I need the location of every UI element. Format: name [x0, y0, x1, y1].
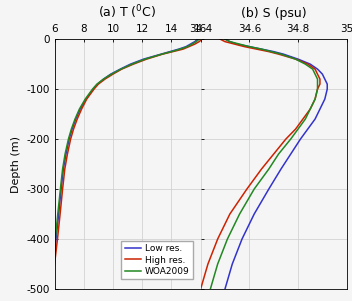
Low res.	[188, 42, 193, 46]
Low res.	[57, 212, 61, 216]
Low res.	[95, 82, 100, 86]
High res.	[197, 40, 201, 43]
High res.	[50, 287, 54, 291]
Low res.	[50, 287, 54, 291]
Title: (b) S (psu): (b) S (psu)	[241, 7, 307, 20]
WOA2009	[160, 52, 164, 56]
Low res.	[78, 107, 82, 111]
WOA2009	[194, 40, 199, 43]
Low res.	[54, 237, 58, 241]
WOA2009	[130, 62, 134, 66]
High res.	[69, 137, 73, 141]
High res.	[55, 237, 59, 241]
WOA2009	[109, 72, 114, 76]
Line: High res.: High res.	[52, 39, 202, 289]
Line: Low res.: Low res.	[52, 39, 198, 289]
Low res.	[109, 72, 113, 76]
WOA2009	[119, 67, 123, 71]
Low res.	[142, 57, 146, 61]
High res.	[84, 97, 89, 101]
Low res.	[159, 52, 163, 56]
High res.	[92, 87, 96, 91]
WOA2009	[53, 237, 57, 241]
High res.	[200, 37, 204, 41]
High res.	[80, 107, 84, 111]
WOA2009	[73, 117, 77, 121]
Y-axis label: Depth (m): Depth (m)	[11, 135, 21, 193]
Low res.	[91, 87, 95, 91]
WOA2009	[61, 167, 65, 171]
Line: WOA2009: WOA2009	[51, 39, 199, 289]
WOA2009	[69, 127, 74, 131]
Low res.	[184, 45, 188, 48]
High res.	[161, 52, 165, 56]
High res.	[171, 50, 175, 54]
WOA2009	[101, 77, 106, 81]
Low res.	[70, 127, 74, 131]
High res.	[187, 45, 191, 48]
High res.	[75, 117, 79, 121]
Low res.	[101, 77, 106, 81]
WOA2009	[190, 42, 194, 46]
Low res.	[128, 62, 133, 66]
WOA2009	[169, 50, 174, 54]
High res.	[71, 127, 76, 131]
WOA2009	[90, 87, 95, 91]
WOA2009	[66, 137, 70, 141]
High res.	[193, 42, 197, 46]
High res.	[131, 62, 136, 66]
High res.	[111, 72, 115, 76]
High res.	[96, 82, 100, 86]
WOA2009	[63, 152, 67, 156]
WOA2009	[95, 82, 99, 86]
Low res.	[168, 50, 172, 54]
High res.	[103, 77, 107, 81]
High res.	[65, 152, 70, 156]
Low res.	[84, 97, 88, 101]
High res.	[120, 67, 124, 71]
WOA2009	[186, 45, 190, 48]
Low res.	[118, 67, 122, 71]
Low res.	[59, 187, 63, 191]
WOA2009	[56, 212, 60, 216]
WOA2009	[58, 187, 63, 191]
High res.	[58, 212, 62, 216]
WOA2009	[197, 37, 201, 41]
Title: (a) T ($^0$C): (a) T ($^0$C)	[98, 3, 157, 21]
WOA2009	[83, 97, 87, 101]
Low res.	[61, 167, 65, 171]
High res.	[52, 262, 57, 266]
Low res.	[193, 40, 197, 43]
High res.	[144, 57, 149, 61]
Low res.	[64, 152, 68, 156]
High res.	[61, 187, 65, 191]
Low res.	[67, 137, 71, 141]
WOA2009	[49, 287, 53, 291]
WOA2009	[178, 47, 182, 51]
Low res.	[74, 117, 78, 121]
Legend: Low res., High res., WOA2009: Low res., High res., WOA2009	[121, 241, 193, 279]
High res.	[63, 167, 67, 171]
Low res.	[196, 37, 200, 41]
WOA2009	[51, 262, 55, 266]
High res.	[181, 47, 185, 51]
WOA2009	[143, 57, 147, 61]
Low res.	[52, 262, 56, 266]
WOA2009	[77, 107, 82, 111]
Low res.	[177, 47, 181, 51]
